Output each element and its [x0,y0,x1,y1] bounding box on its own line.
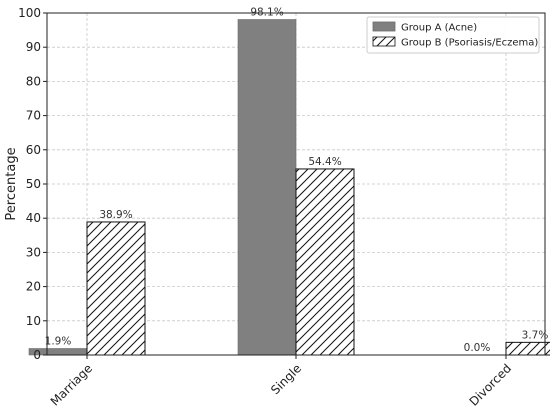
legend-swatch-group-a [372,21,396,32]
y-tick-label: 0 [33,348,41,362]
data-label-group-b: 3.7% [522,329,549,341]
x-tick-label-divorced: Divorced [467,361,515,409]
legend-label-group-a: Group A (Acne) [401,23,477,34]
data-label-group-a: 0.0% [464,342,491,354]
bars [28,19,550,356]
legend: Group A (Acne) Group B (Psoriasis/Eczema… [366,16,540,54]
data-labels: 1.9% 98.1% 0.0% 38.9% 54.4% 3.7% [45,6,549,354]
y-tick-label: 50 [26,177,41,191]
data-label-group-a: 1.9% [45,336,72,348]
bar-group-a-single [237,19,297,356]
x-tick-label-single: Single [268,361,304,397]
bar-group-b-divorced [505,341,550,356]
y-tick-label: 10 [26,314,41,328]
bar-group-b-single [295,168,355,356]
y-tick-label: 90 [26,40,41,54]
data-label-group-a: 98.1% [250,6,283,18]
data-label-group-b: 54.4% [308,156,341,168]
y-tick-label: 70 [26,109,41,123]
data-label-group-b: 38.9% [99,209,132,221]
y-tick-label: 60 [26,143,41,157]
legend-label-group-b: Group B (Psoriasis/Eczema) [401,38,538,49]
y-axis-title: Percentage [4,147,19,220]
legend-box [366,16,540,54]
legend-swatch-group-b [372,36,396,47]
y-tick-label: 30 [26,245,41,259]
y-tick-label: 100 [18,6,41,20]
y-tick-label: 20 [26,280,41,294]
x-tick-label-marriage: Marriage [48,361,95,408]
y-tick-label: 40 [26,211,41,225]
bar-group-b-marriage [86,221,146,356]
y-tick-label: 80 [26,74,41,88]
